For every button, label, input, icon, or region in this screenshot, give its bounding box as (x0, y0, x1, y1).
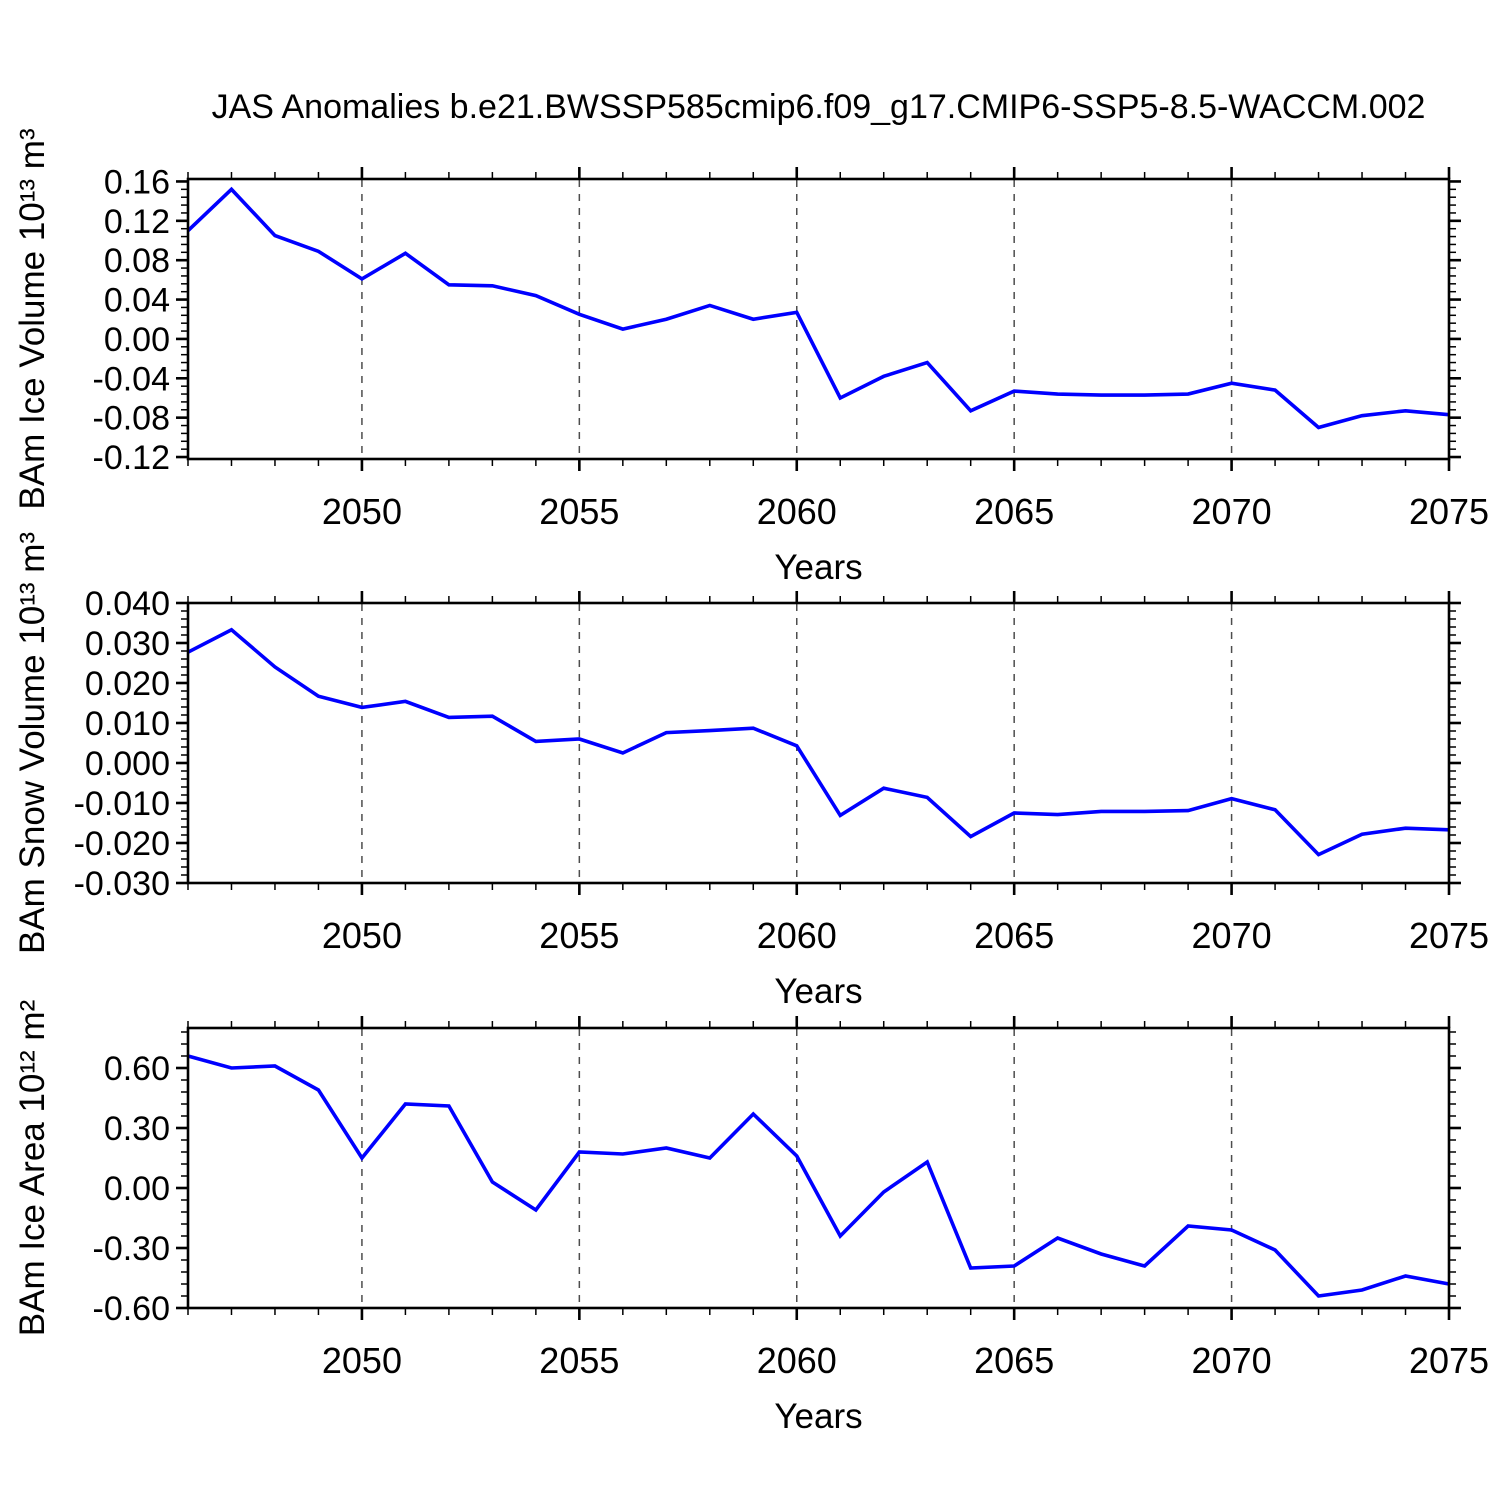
y-tick-label: 0.00 (104, 321, 170, 359)
x-tick-label: 2075 (1409, 915, 1489, 956)
panel-bam-ice-volume: 0.160.120.080.040.00-0.04-0.08-0.12 2050 2… (13, 128, 1489, 587)
chart-title: JAS Anomalies b.e21.BWSSP585cmip6.f09_g1… (211, 88, 1426, 126)
y-tick-label: 0.04 (104, 282, 170, 320)
y-tick-label: -0.12 (93, 439, 171, 477)
y-tick-label: -0.08 (93, 400, 171, 438)
data-line (187, 627, 1450, 857)
x-tick-label: 2070 (1192, 491, 1272, 532)
panel-frame (186, 601, 1451, 885)
y-axis-title: BAm Ice Volume 10¹³ m³ (13, 128, 52, 509)
y-tick-label: 0.040 (85, 585, 170, 623)
y-tick-label: 0.08 (104, 242, 170, 280)
x-tick-label: 2050 (322, 1340, 402, 1381)
x-tick-label: 2060 (757, 491, 837, 532)
y-tick-label: 0.16 (104, 163, 170, 201)
y-tick-label: -0.30 (93, 1230, 171, 1268)
panel-bam-ice-area: 0.60 0.30 0.00 -0.30 -0.60 2050 2055 2060 2065 20… (13, 1000, 1489, 1436)
data-line (186, 186, 1450, 430)
x-tick-label: 2050 (322, 915, 402, 956)
y-tick-label: -0.030 (74, 865, 170, 903)
x-tick-label: 2055 (539, 491, 619, 532)
x-tick-label: 2070 (1192, 915, 1272, 956)
data-line (187, 1054, 1450, 1298)
x-tick-label: 2050 (322, 491, 402, 532)
x-axis-title: Years (774, 548, 862, 587)
y-tick-label: 0.60 (104, 1050, 170, 1088)
y-tick-label: 0.000 (85, 745, 170, 783)
y-tick-label: 0.010 (85, 705, 170, 743)
y-tick-label: 0.00 (104, 1170, 170, 1208)
y-tick-label: 0.030 (85, 625, 170, 663)
y-tick-label: -0.04 (93, 360, 171, 398)
x-tick-label: 2060 (757, 915, 837, 956)
x-tick-label: 2055 (539, 1340, 619, 1381)
y-tick-label: 0.30 (104, 1110, 170, 1148)
x-tick-label: 2055 (539, 915, 619, 956)
y-tick-label: -0.60 (93, 1290, 171, 1328)
y-tick-label: 0.020 (85, 665, 170, 703)
x-tick-label: 2075 (1409, 1340, 1489, 1381)
y-tick-label: -0.010 (74, 785, 170, 823)
x-axis-title: Years (774, 1397, 862, 1436)
panel-bam-snow-volume: 0.0400.0300.0200.0100.000-0.010-0.020-0.… (13, 532, 1489, 1011)
x-tick-label: 2065 (974, 1340, 1054, 1381)
y-axis-title: BAm Ice Area 10¹² m² (13, 1000, 52, 1336)
x-axis-title: Years (774, 972, 862, 1011)
y-tick-label: 0.12 (104, 203, 170, 241)
x-tick-label: 2070 (1192, 1340, 1272, 1381)
x-tick-label: 2065 (974, 915, 1054, 956)
y-axis-title: BAm Snow Volume 10¹³ m³ (13, 532, 52, 954)
x-tick-label: 2060 (757, 1340, 837, 1381)
panel-frame (186, 1026, 1451, 1310)
x-tick-label: 2065 (974, 491, 1054, 532)
panel-frame (186, 177, 1451, 461)
y-tick-label: -0.020 (74, 825, 170, 863)
x-tick-label: 2075 (1409, 491, 1489, 532)
